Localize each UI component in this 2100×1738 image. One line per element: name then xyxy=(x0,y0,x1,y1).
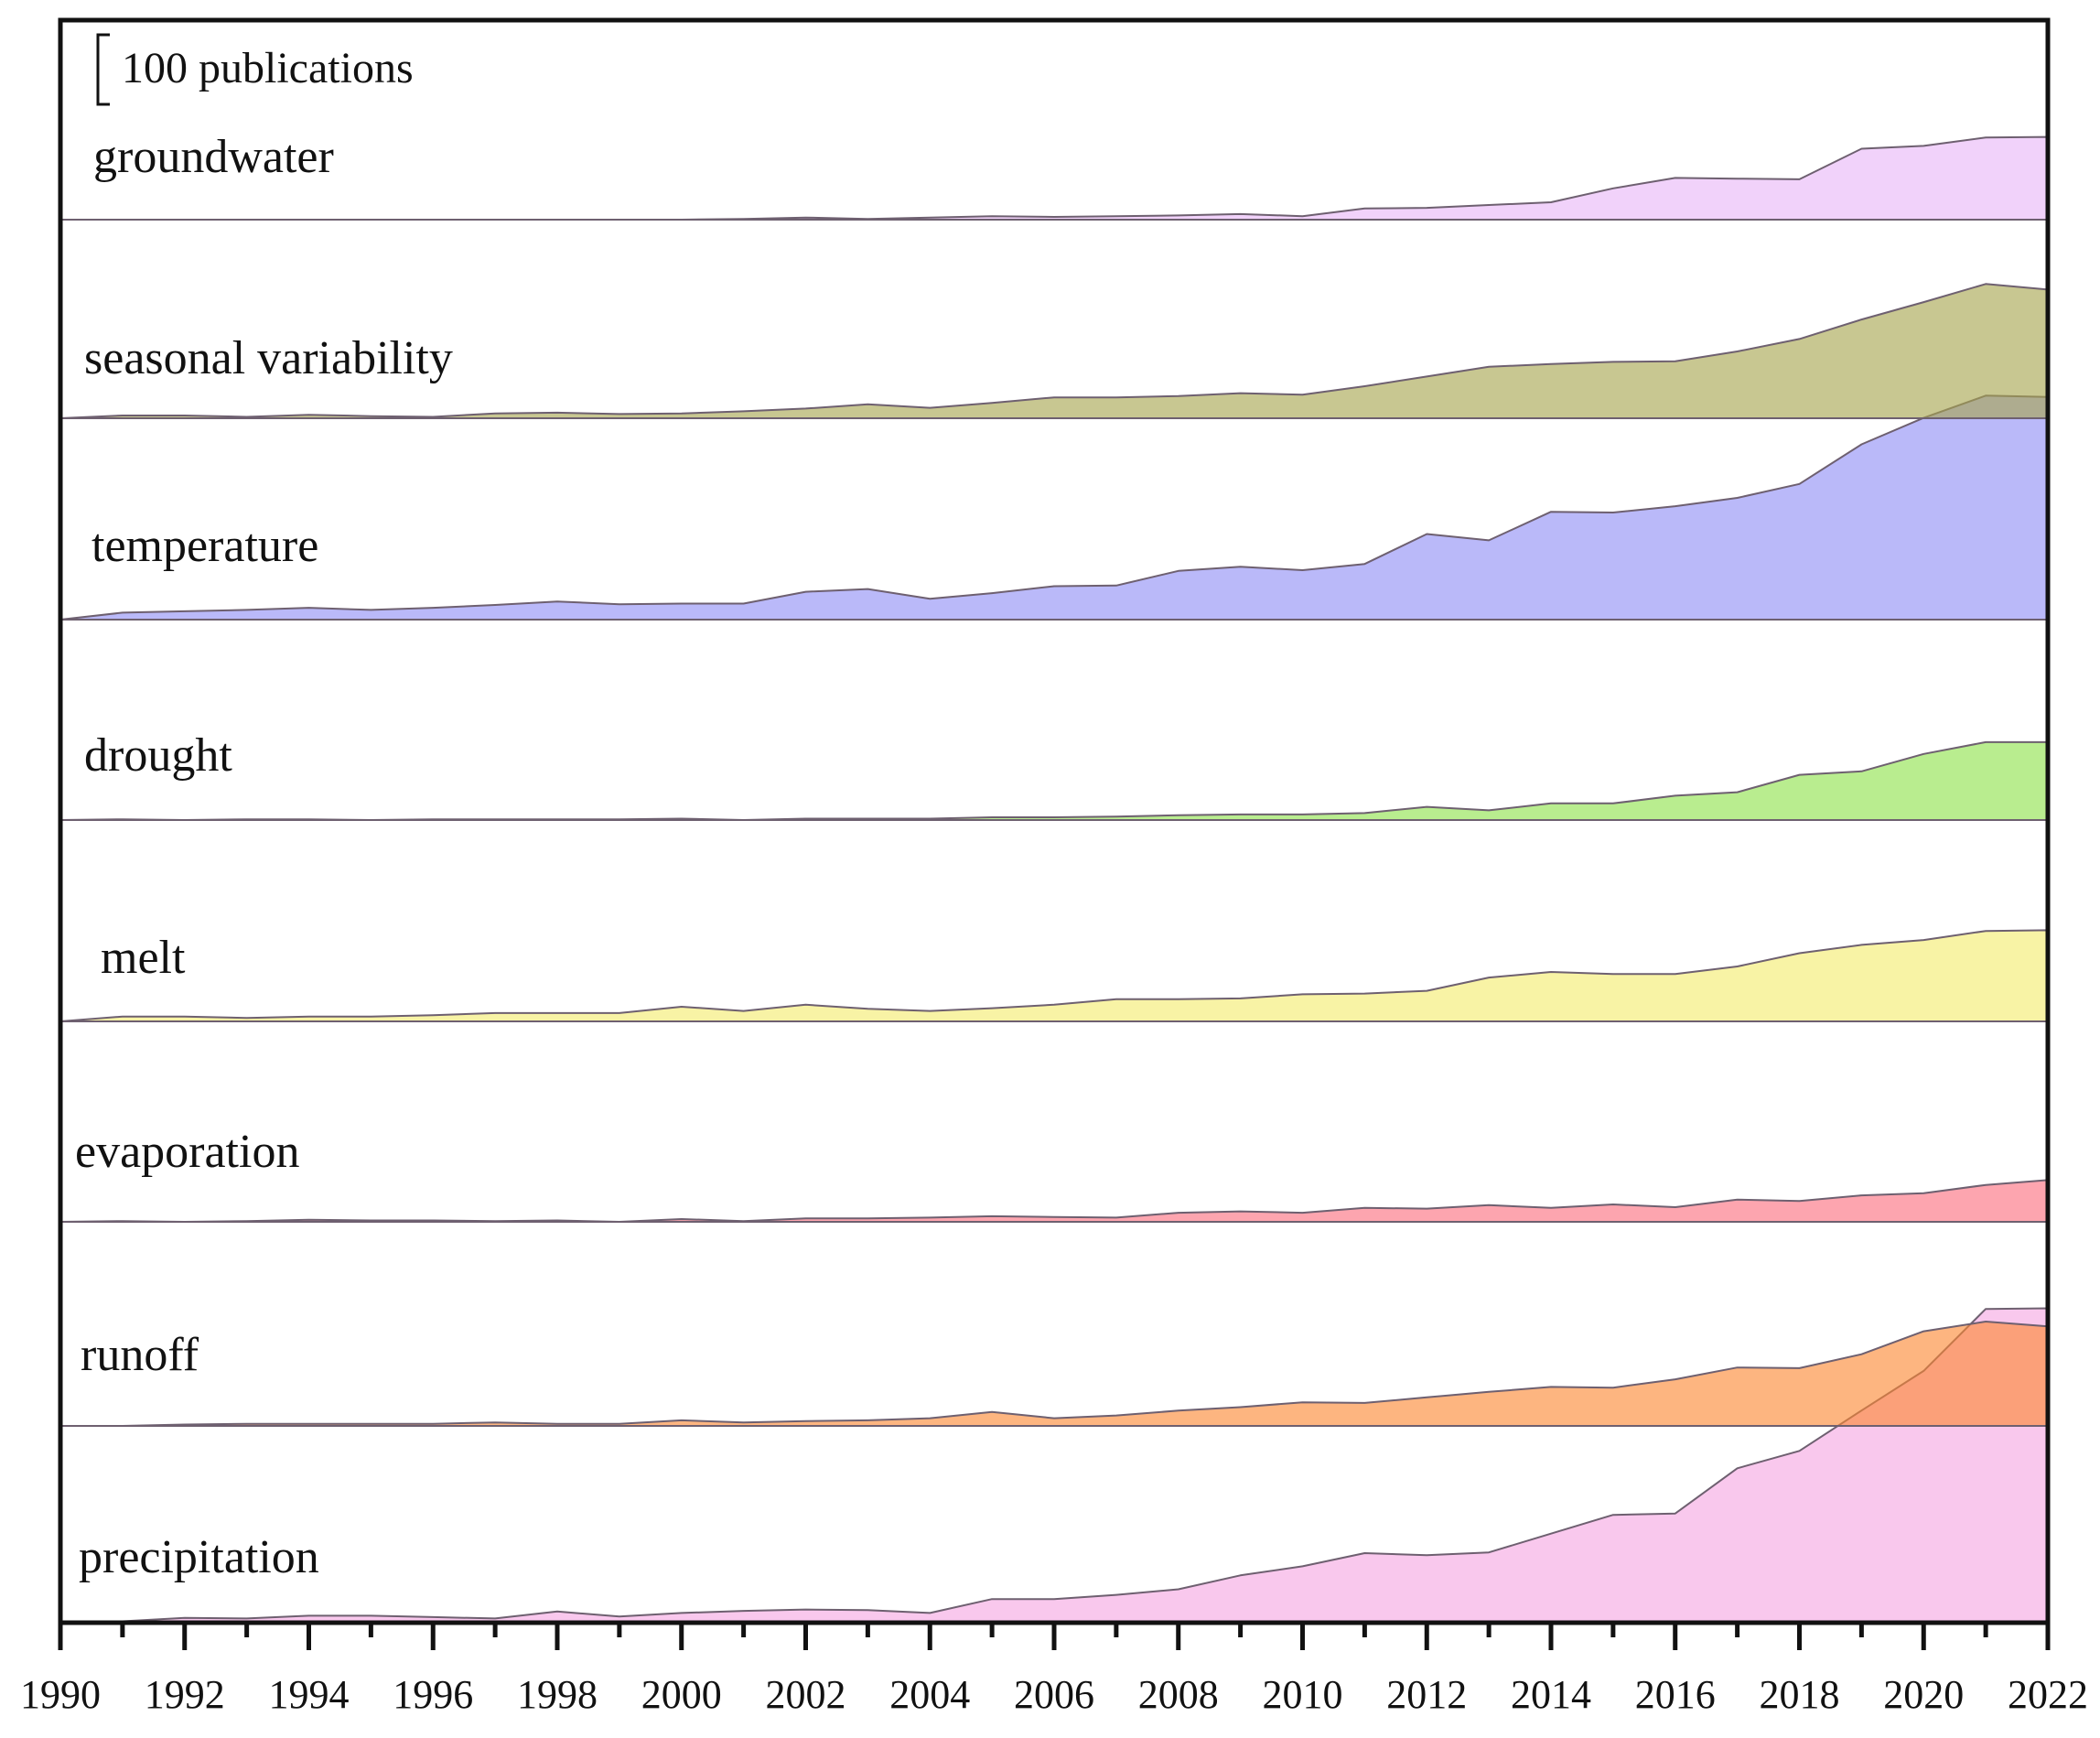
x-tick-label: 1996 xyxy=(393,1672,473,1717)
x-tick-label: 2010 xyxy=(1263,1672,1343,1717)
x-tick-label: 2000 xyxy=(641,1672,722,1717)
series-area-temperature xyxy=(60,394,2048,621)
series-area-melt xyxy=(60,929,2048,1022)
series-label-drought: drought xyxy=(84,729,232,782)
series-label-evaporation: evaporation xyxy=(75,1126,299,1178)
series-area-runoff xyxy=(60,1321,2048,1427)
series-label-runoff: runoff xyxy=(81,1329,199,1381)
x-tick-label: 1994 xyxy=(269,1672,350,1717)
x-tick-label: 2002 xyxy=(766,1672,846,1717)
x-tick-label: 2014 xyxy=(1511,1672,1591,1717)
series-area-seasonal-variability xyxy=(60,283,2048,419)
series-label-seasonal-variability: seasonal variability xyxy=(84,332,453,384)
series-label-precipitation: precipitation xyxy=(79,1531,319,1583)
series-label-groundwater: groundwater xyxy=(93,131,334,183)
x-tick-label: 2004 xyxy=(889,1672,970,1717)
x-tick-label: 2022 xyxy=(2008,1672,2088,1717)
series-label-melt: melt xyxy=(101,932,186,984)
x-tick-label: 1992 xyxy=(145,1672,225,1717)
series-label-layer: groundwater seasonal variability temperatu… xyxy=(75,131,453,1583)
x-tick-label: 2008 xyxy=(1138,1672,1219,1717)
series-layer xyxy=(60,135,2048,1623)
x-tick-label: 2012 xyxy=(1386,1672,1467,1717)
series-area-groundwater xyxy=(60,135,2048,221)
x-tick-label: 2006 xyxy=(1014,1672,1094,1717)
series-area-precipitation xyxy=(60,1307,2048,1623)
scale-bar: 100 publications xyxy=(96,33,414,106)
x-tick-label: 1998 xyxy=(517,1672,598,1717)
series-label-temperature: temperature xyxy=(92,520,318,572)
scale-bar-label: 100 publications xyxy=(122,44,414,92)
x-tick-label: 2020 xyxy=(1883,1672,1964,1717)
x-tick-label: 2016 xyxy=(1635,1672,1716,1717)
scale-bar-bracket xyxy=(96,33,110,106)
x-tick-label: 1990 xyxy=(20,1672,101,1717)
x-axis: 1990 1992 1994 1996 1998 2000 2002 2004 2006 2008… xyxy=(20,1620,2088,1717)
series-area-evaporation xyxy=(60,1179,2048,1223)
x-tick-label: 2018 xyxy=(1760,1672,1840,1717)
series-area-drought xyxy=(60,740,2048,821)
